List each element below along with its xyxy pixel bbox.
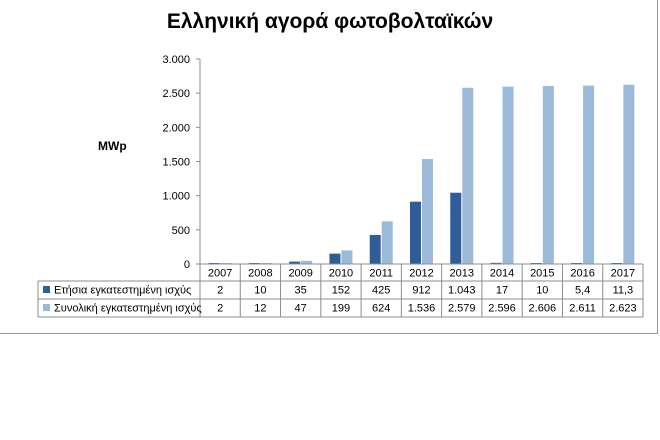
legend-label-annual: Ετήσια εγκατεστημένη ισχύς (54, 285, 191, 297)
bar-annual-2010 (329, 253, 341, 264)
data-label-annual-2016: 5,4 (575, 285, 590, 297)
x-tick-label-2014: 2014 (490, 268, 514, 280)
y-axis-label: MWp (98, 139, 127, 153)
legend-label-cumulative: Συνολική εγκατεστημένη ισχύς (54, 303, 202, 315)
data-label-annual-2011: 425 (372, 285, 390, 297)
x-tick-label-2017: 2017 (611, 268, 635, 280)
bar-annual-2013 (450, 192, 462, 264)
bar-cumulative-2012 (422, 159, 433, 264)
bar-cumulative-2016 (583, 85, 595, 264)
y-tick-label: 2.500 (162, 88, 190, 100)
data-label-annual-2015: 10 (536, 285, 548, 297)
x-tick-label-2015: 2015 (530, 268, 554, 280)
x-tick-label-2008: 2008 (248, 268, 272, 280)
x-tick-label-2007: 2007 (208, 268, 232, 280)
data-label-annual-2008: 10 (254, 285, 266, 297)
bar-cumulative-2015 (542, 85, 554, 264)
data-label-cumulative-2009: 47 (295, 303, 307, 315)
chart-frame (0, 0, 658, 334)
data-label-annual-2009: 35 (295, 285, 307, 297)
data-label-annual-2010: 152 (332, 285, 350, 297)
data-label-cumulative-2013: 2.579 (448, 303, 476, 315)
bar-cumulative-2011 (381, 221, 393, 264)
data-label-annual-2013: 1.043 (448, 285, 476, 297)
chart-title: Ελληνική αγορά φωτοβολταϊκών (166, 10, 494, 33)
bar-cumulative-2009 (301, 260, 313, 264)
x-tick-label-2016: 2016 (570, 268, 594, 280)
x-tick-label-2009: 2009 (288, 268, 312, 280)
data-label-cumulative-2011: 624 (372, 303, 390, 315)
y-tick-label: 0 (184, 259, 190, 271)
data-label-cumulative-2016: 2.611 (569, 303, 596, 315)
data-label-cumulative-2017: 2.623 (609, 303, 637, 315)
y-tick-label: 1.000 (162, 191, 190, 203)
data-label-cumulative-2012: 1.536 (408, 303, 436, 315)
bar-cumulative-2013 (462, 87, 474, 264)
legend-swatch-cumulative (43, 304, 50, 311)
data-label-cumulative-2015: 2.606 (529, 303, 557, 315)
bar-cumulative-2010 (341, 250, 353, 264)
bar-annual-2012 (410, 201, 421, 264)
x-tick-label-2012: 2012 (409, 268, 433, 280)
data-label-annual-2007: 2 (217, 285, 223, 297)
legend-swatch-annual (43, 286, 50, 293)
data-label-cumulative-2014: 2.596 (488, 303, 516, 315)
x-tick-label-2010: 2010 (329, 268, 353, 280)
bar-annual-2009 (289, 261, 301, 264)
data-label-cumulative-2010: 199 (332, 303, 350, 315)
bar-cumulative-2014 (502, 86, 514, 265)
x-tick-label-2011: 2011 (369, 268, 393, 280)
bar-cumulative-2017 (623, 84, 635, 265)
bar-annual-2011 (369, 234, 381, 264)
data-label-cumulative-2007: 2 (217, 303, 223, 315)
data-label-annual-2014: 17 (496, 285, 508, 297)
y-tick-label: 500 (172, 225, 190, 237)
data-label-annual-2012: 912 (412, 285, 430, 297)
data-label-annual-2017: 11,3 (613, 285, 634, 297)
y-tick-label: 2.000 (162, 122, 190, 134)
y-tick-label: 1.500 (162, 157, 190, 169)
x-tick-label-2013: 2013 (450, 268, 474, 280)
data-label-cumulative-2008: 12 (254, 303, 266, 315)
bar-annual-2014 (490, 262, 502, 264)
y-tick-label: 3.000 (162, 54, 190, 66)
